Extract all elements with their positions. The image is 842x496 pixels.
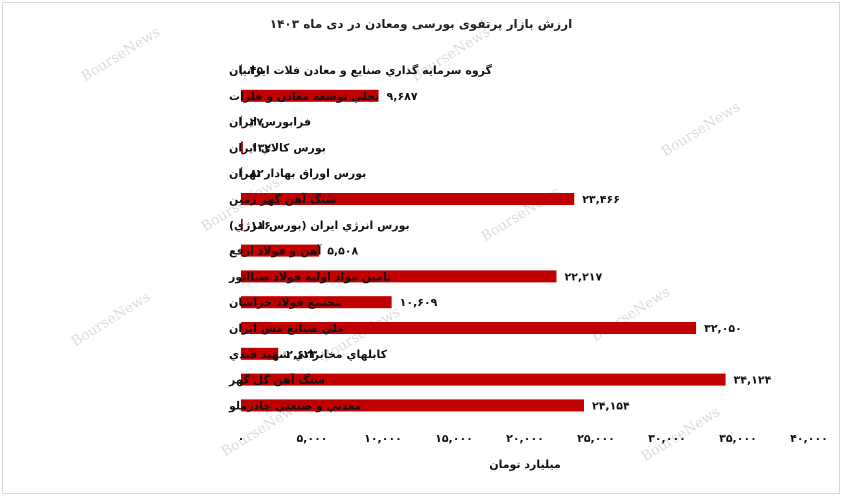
- category-label: سنگ آهن گهر زمین: [229, 192, 336, 206]
- category-label: بورس اوراق بهادار تهران: [229, 167, 366, 180]
- data-label: ۲۴,۱۵۴: [592, 399, 630, 412]
- data-label: ۲۲,۲۱۷: [564, 270, 602, 283]
- x-tick-label: ۱۰,۰۰۰: [364, 432, 402, 445]
- category-label: بورس انرژي ایران (بورس انرژي): [229, 219, 410, 232]
- category-label: مجتمع فولاد خراسان: [229, 296, 342, 309]
- category-label: تجلي توسعه معادن و فلزات: [229, 90, 379, 103]
- category-label: کابلهاي مخابراتي شهید قندي: [229, 348, 388, 361]
- data-label: ۳۴,۱۲۴: [734, 374, 772, 387]
- category-label: گروه سرمایه گذاري صنایع و معادن فلات ایر…: [229, 64, 492, 77]
- data-label: ۲۳,۴۶۶: [582, 193, 620, 206]
- data-label: ۸۲: [250, 167, 264, 180]
- bar-chart: BourseNews BourseNews BourseNews BourseNews…: [69, 17, 828, 471]
- x-tick-label: ۳۵,۰۰۰: [719, 432, 757, 445]
- x-tick-label: ۲۰,۰۰۰: [506, 432, 544, 445]
- category-label: تامین مواد اولیه فولاد صباانور: [228, 270, 391, 283]
- watermark-text: BourseNews: [659, 99, 743, 160]
- x-tick-label: ۰: [238, 432, 245, 445]
- x-tick-label: ۴۰,۰۰۰: [790, 432, 828, 445]
- category-label: بورس کالاي ایران: [229, 141, 326, 154]
- watermark-text: BourseNews: [79, 24, 163, 85]
- category-label: فرابورس ایران: [229, 116, 311, 129]
- watermark-text: BourseNews: [589, 284, 673, 345]
- data-label: ۴۵: [250, 64, 264, 77]
- data-label: ۳۲,۰۵۰: [704, 322, 742, 335]
- bar: [241, 373, 726, 386]
- bar: [241, 322, 697, 334]
- data-label: ۹,۶۸۷: [387, 90, 418, 103]
- x-tick-label: ۵,۰۰۰: [296, 432, 327, 445]
- bar: [241, 296, 392, 309]
- bar: [241, 115, 242, 128]
- x-tick-label: ۱۵,۰۰۰: [435, 432, 473, 445]
- bar: [241, 218, 243, 231]
- watermark-text: BourseNews: [69, 289, 153, 350]
- bar: [241, 347, 279, 360]
- category-label: سنگ آهن گل گهر: [228, 373, 325, 387]
- chart-title: ارزش بازار پرتفوی بورسی ومعادن در دی ماه…: [270, 17, 572, 32]
- bar: [241, 270, 557, 283]
- bar: [241, 64, 242, 76]
- data-label: ۱۳۲: [251, 141, 271, 154]
- category-label: معدني و صنعتي چادرملو: [228, 399, 361, 412]
- bar: [241, 399, 584, 412]
- bar: [241, 141, 243, 154]
- x-tick-label: ۲۵,۰۰۰: [577, 432, 615, 445]
- data-label: ۲۷: [250, 116, 264, 129]
- data-label: ۲,۶۲۳: [286, 348, 317, 361]
- category-label: ملي صنایع مس ایران: [229, 322, 344, 335]
- data-label: ۱۰,۶۰۹: [400, 296, 438, 309]
- data-label: ۵,۵۰۸: [327, 245, 358, 258]
- x-axis-title: میلیارد تومان: [489, 458, 561, 471]
- bar: [241, 244, 320, 257]
- bar: [241, 89, 379, 102]
- data-label: ۱۱۶: [251, 219, 271, 232]
- bar: [241, 167, 243, 180]
- bar: [241, 193, 575, 205]
- x-tick-label: ۳۰,۰۰۰: [648, 432, 686, 445]
- category-label: آهن و فولاد ارفع: [229, 244, 322, 258]
